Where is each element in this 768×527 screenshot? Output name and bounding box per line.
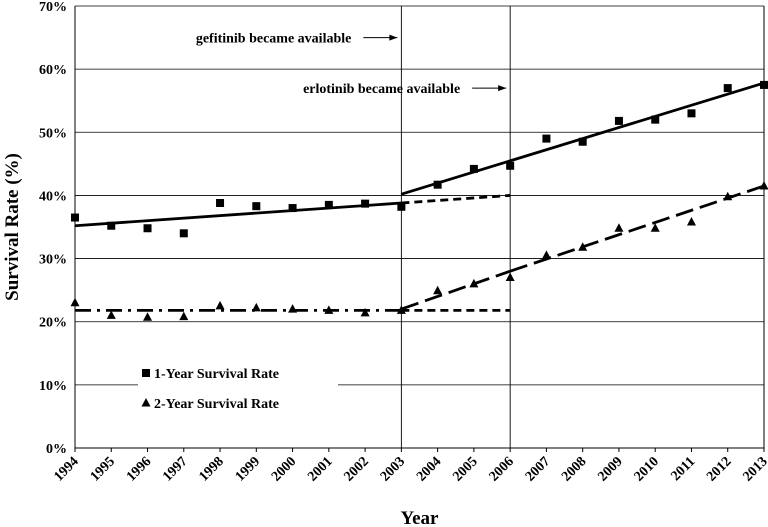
x-tick-label: 1994 bbox=[51, 454, 81, 484]
one-year-point bbox=[506, 161, 515, 170]
one-year-point bbox=[578, 137, 587, 146]
two-year-point bbox=[578, 242, 588, 251]
trend-lines bbox=[74, 81, 765, 312]
one-year-point bbox=[107, 221, 116, 230]
x-tick-label: 2007 bbox=[523, 454, 553, 484]
x-tick-label: 2005 bbox=[450, 454, 480, 484]
x-tick-label: 2009 bbox=[595, 454, 625, 484]
two-year-point bbox=[614, 223, 624, 232]
x-tick-label: 1999 bbox=[233, 454, 263, 484]
one-year-point bbox=[361, 199, 370, 208]
y-tick-label: 30% bbox=[39, 253, 67, 268]
x-tick-label: 1995 bbox=[88, 454, 118, 484]
legend: 1-Year Survival Rate 2-Year Survival Rate bbox=[138, 358, 338, 418]
two-year-point bbox=[360, 307, 370, 317]
legend-entry: 2-Year Survival Rate bbox=[154, 397, 279, 412]
arrowhead bbox=[498, 85, 507, 92]
x-tick-label: 2012 bbox=[704, 454, 734, 484]
two-year-point bbox=[723, 191, 733, 201]
x-tick-label: 2001 bbox=[305, 454, 335, 484]
x-tick-label: 1997 bbox=[160, 454, 190, 484]
y-tick-label: 10% bbox=[39, 379, 67, 394]
annotation-label: gefitinib became available bbox=[196, 32, 352, 47]
y-tick-label: 40% bbox=[39, 189, 67, 204]
two-year-point bbox=[469, 278, 479, 288]
x-axis-title: Year bbox=[401, 508, 440, 527]
one-year-point bbox=[288, 204, 297, 213]
axes bbox=[74, 6, 765, 452]
x-tick-label: 2002 bbox=[342, 454, 372, 484]
one-year-point bbox=[143, 224, 152, 233]
two-year-point bbox=[396, 305, 406, 314]
legend-background bbox=[138, 358, 338, 418]
two-year-point bbox=[650, 223, 660, 232]
trend-line bbox=[509, 184, 765, 273]
legend-marker bbox=[142, 369, 150, 377]
y-tick-label: 20% bbox=[39, 316, 67, 331]
y-tick-label: 70% bbox=[39, 0, 67, 15]
y-tick-label: 0% bbox=[46, 442, 67, 457]
one-year-point bbox=[216, 199, 225, 208]
x-tick-label: 2003 bbox=[378, 454, 408, 484]
one-year-point bbox=[651, 115, 660, 124]
annotation-label: erlotinib became available bbox=[303, 82, 460, 97]
x-tick-label: 2011 bbox=[668, 454, 698, 484]
x-tick-label: 2013 bbox=[740, 454, 768, 484]
y-tick-label: 50% bbox=[39, 126, 67, 141]
one-year-point bbox=[723, 84, 732, 93]
x-tick-label: 2004 bbox=[414, 454, 444, 484]
two-year-point bbox=[324, 305, 334, 314]
one-year-point bbox=[687, 109, 696, 118]
two-year-point bbox=[179, 311, 189, 321]
two-year-point bbox=[251, 302, 261, 312]
trend-line bbox=[401, 194, 511, 205]
one-year-point bbox=[324, 200, 333, 209]
two-year-point bbox=[215, 300, 225, 310]
legend-marker bbox=[141, 398, 151, 407]
two-year-point bbox=[106, 310, 116, 319]
legend-entry: 1-Year Survival Rate bbox=[154, 367, 279, 382]
x-tick-label: 1998 bbox=[196, 454, 226, 484]
x-tick-label: 2006 bbox=[487, 454, 517, 484]
y-axis-title: Survival Rate (%) bbox=[2, 153, 23, 301]
x-tick-label: 2000 bbox=[269, 454, 299, 484]
x-tick-label: 2008 bbox=[559, 454, 589, 484]
x-tick-label: 1996 bbox=[124, 454, 154, 484]
x-tick-label: 2010 bbox=[632, 454, 662, 484]
one-year-point bbox=[179, 229, 188, 238]
y-tick-label: 60% bbox=[39, 63, 67, 78]
one-year-point bbox=[252, 202, 261, 211]
two-year-point bbox=[541, 250, 551, 259]
one-year-point bbox=[433, 180, 442, 189]
two-year-point bbox=[288, 304, 298, 313]
trend-line bbox=[400, 269, 511, 311]
two-year-point bbox=[143, 312, 153, 321]
two-year-point bbox=[433, 285, 443, 295]
two-year-point bbox=[686, 216, 696, 226]
trend-line bbox=[74, 201, 402, 228]
arrowhead bbox=[389, 34, 398, 41]
annotations: gefitinib became available erlotinib beca… bbox=[196, 32, 507, 97]
one-year-point bbox=[542, 134, 551, 143]
one-year-point bbox=[469, 164, 478, 173]
one-year-point bbox=[614, 116, 623, 125]
event-lines bbox=[400, 6, 511, 448]
one-year-point bbox=[397, 202, 406, 211]
two-year-point bbox=[505, 272, 515, 282]
